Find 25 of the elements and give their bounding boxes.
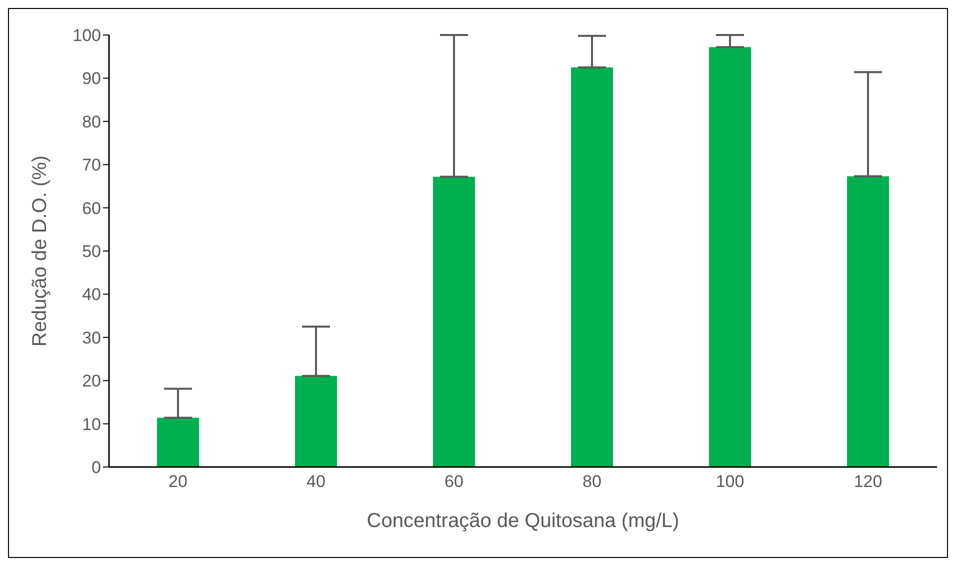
y-tick-label: 40 [82,285,101,304]
bar [847,176,889,467]
x-tick-label: 40 [306,472,326,492]
x-tick-label: 100 [716,472,744,492]
y-axis-title: Redução de D.O. (%) [29,155,52,347]
y-tick-label: 90 [82,69,101,88]
y-tick-label: 60 [82,198,101,218]
bar [433,176,475,467]
y-tick-label: 70 [82,156,101,175]
bar [571,67,613,467]
y-tick-label: 100 [72,26,101,46]
x-tick-label: 80 [582,472,602,492]
bar [295,376,337,467]
y-tick-label: 50 [82,242,101,262]
bar [709,47,751,467]
y-tick-label: 80 [82,112,101,132]
y-tick-label: 0 [92,458,101,478]
x-tick-label: 120 [854,472,882,492]
bar [157,418,199,467]
x-tick-label: 20 [168,472,188,492]
y-tick-label: 10 [82,414,101,434]
x-axis-title: Concentração de Quitosana (mg/L) [366,510,680,532]
y-tick-label: 30 [82,328,101,348]
y-tick-label: 20 [82,372,101,391]
x-tick-label: 60 [444,472,464,492]
